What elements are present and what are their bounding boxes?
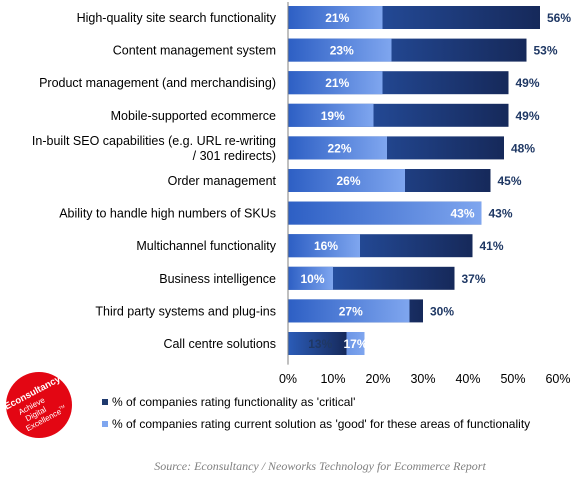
data-label-good: 19%	[321, 109, 345, 123]
bar-good	[288, 299, 410, 323]
data-label-critical: 37%	[462, 272, 486, 286]
category-label: In-built SEO capabilities (e.g. URL re-w…	[32, 134, 276, 163]
bar-critical	[288, 332, 347, 355]
bar-good	[288, 201, 482, 225]
data-label-good: 10%	[300, 272, 324, 286]
x-tick-label: 30%	[410, 372, 435, 386]
category-label: Order management	[168, 174, 277, 188]
x-tick-label: 60%	[545, 372, 570, 386]
data-label-critical: 13%	[308, 337, 332, 351]
data-labels: 56% 21% 53% 23% 49% 21% 49% 19% 48% 22% 45% 26% 43% 4…	[300, 11, 571, 351]
source-note: Source: Econsultancy / Neoworks Technolo…	[154, 459, 486, 473]
category-label: Ability to handle high numbers of SKUs	[59, 207, 276, 221]
x-tick-label: 20%	[365, 372, 390, 386]
data-label-critical: 56%	[547, 11, 571, 25]
data-label-critical: 49%	[516, 109, 540, 123]
x-tick-label: 0%	[279, 372, 297, 386]
data-label-critical: 43%	[489, 207, 513, 221]
bars-layer	[288, 6, 540, 355]
x-tick-label: 50%	[500, 372, 525, 386]
category-label-line: / 301 redirects)	[193, 149, 276, 163]
data-label-good: 23%	[330, 44, 354, 58]
category-label: Business intelligence	[159, 272, 276, 286]
category-label: Content management system	[113, 44, 276, 58]
bar-good	[288, 38, 392, 62]
legend: % of companies rating functionality as '…	[102, 395, 530, 431]
bar-good	[288, 266, 333, 290]
legend-swatch-good	[102, 421, 108, 427]
bar-good	[288, 136, 387, 160]
legend-swatch-critical	[102, 399, 108, 405]
data-label-critical: 49%	[516, 76, 540, 90]
data-label-good: 43%	[450, 207, 474, 221]
category-label: High-quality site search functionality	[77, 11, 277, 25]
legend-label-critical: % of companies rating functionality as '…	[112, 395, 355, 409]
category-label: Multichannel functionality	[136, 239, 276, 253]
data-label-critical: 45%	[498, 174, 522, 188]
legend-label-good: % of companies rating current solution a…	[112, 417, 530, 431]
bar-good	[288, 103, 374, 127]
x-tick-label: 10%	[320, 372, 345, 386]
x-tick-label: 40%	[455, 372, 480, 386]
category-label: Third party systems and plug-ins	[95, 304, 276, 318]
data-label-good: 27%	[339, 304, 363, 318]
category-label: Call centre solutions	[163, 337, 276, 351]
bar-good	[288, 169, 405, 192]
data-label-critical: 41%	[480, 239, 504, 253]
data-label-critical: 53%	[534, 44, 558, 58]
econsultancy-logo: Econsultancy Achieve Digital Excellence …	[3, 372, 72, 438]
data-label-good: 16%	[314, 239, 338, 253]
logo-trademark: TM	[58, 404, 65, 411]
data-label-good: 21%	[325, 11, 349, 25]
x-axis: 0% 10% 20% 30% 40% 50% 60%	[279, 2, 571, 386]
data-label-good: 22%	[327, 141, 351, 155]
data-label-critical: 30%	[430, 304, 454, 318]
bar-good	[288, 71, 383, 95]
logo-circle	[6, 372, 72, 438]
category-label: Mobile-supported ecommerce	[111, 109, 276, 123]
category-labels: High-quality site search functionality Co…	[32, 11, 277, 351]
data-label-good: 17%	[343, 337, 367, 351]
bar-good	[288, 6, 383, 29]
category-label: Product management (and merchandising)	[39, 76, 276, 90]
data-label-critical: 48%	[511, 141, 535, 155]
data-label-good: 21%	[325, 76, 349, 90]
bar-good	[288, 234, 360, 258]
category-label-line: In-built SEO capabilities (e.g. URL re-w…	[32, 134, 276, 148]
data-label-good: 26%	[336, 174, 360, 188]
